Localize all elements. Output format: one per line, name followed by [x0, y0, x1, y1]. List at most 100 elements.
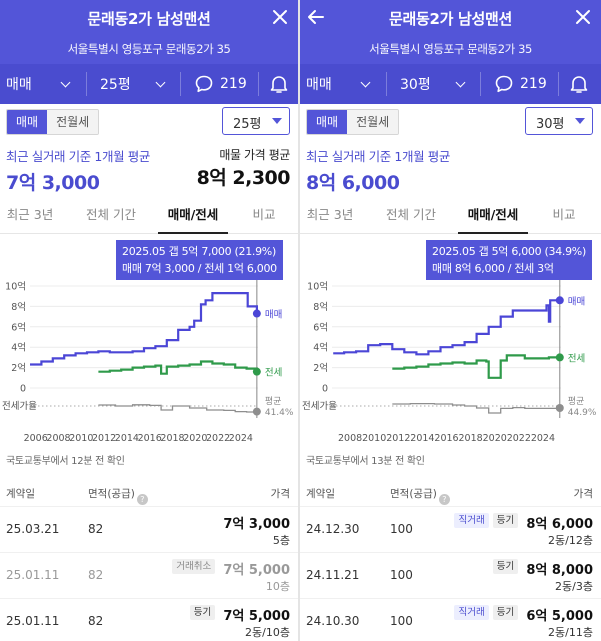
header-date: 계약일	[6, 488, 35, 500]
x-tick-label: 2010	[362, 433, 386, 444]
close-icon[interactable]	[270, 7, 290, 27]
x-tick-label: 2020	[483, 433, 507, 444]
x-tick-label: 2006	[24, 433, 48, 444]
tab-compare[interactable]: 비교	[552, 207, 576, 222]
transaction-row[interactable]: 25.01.11 82 7억 5,000 2동/10층 등기	[0, 598, 298, 641]
period-tabs: 최근 3년 전체 기간 매매/전세 비교	[0, 196, 298, 234]
x-tick-label: 2022	[507, 433, 531, 444]
header-area: 면적(공급)?	[88, 486, 148, 505]
chevron-down-icon	[155, 77, 166, 87]
row-floor: 2동/10층	[245, 626, 290, 639]
size-dropdown[interactable]: 30평	[400, 64, 466, 104]
tab-recent-3y[interactable]: 최근 3년	[6, 207, 54, 222]
price-chart[interactable]: 10억 8억 6억 4억 2억 0 전세가율 2008 2010 2012 2014 2016 2018…	[300, 236, 601, 450]
help-icon[interactable]: ?	[438, 494, 450, 505]
y-tick-label: 10억	[307, 281, 328, 293]
period-tabs: 최근 3년 전체 기간 매매/전세 비교	[300, 196, 601, 234]
apartment-panel-30: 문래동2가 남성맨션 서울특별시 영등포구 문래동2가 35 매매 30평 21…	[300, 0, 601, 641]
recent-average-label: 최근 실거래 기준 1개월 평균	[6, 149, 150, 164]
transaction-row[interactable]: 24.12.30 100 8억 6,000 2동/12층 직거래 등기	[300, 506, 601, 552]
filter-bar: 매매 25평 219	[0, 64, 298, 104]
jeonse-series-label: 전세	[265, 368, 282, 379]
address-text: 서울특별시 영등포구 문래동2가 35	[67, 42, 231, 56]
jeonse-ratio-line-end-point[interactable]	[252, 407, 261, 416]
row-area: 100	[390, 614, 413, 628]
y-tick-label: 2억	[11, 362, 26, 374]
row-date: 25.03.21	[6, 522, 60, 536]
price-chart[interactable]: 10억 8억 6억 4억 2억 0 전세가율 2006 2008 2010 2012 2014 2016…	[0, 236, 298, 450]
listing-average-label: 매물 가격 평균	[219, 148, 290, 162]
segment-rent[interactable]: 전월세	[47, 110, 99, 134]
tab-compare[interactable]: 비교	[252, 207, 276, 222]
trade-type-dropdown[interactable]: 매매	[6, 64, 71, 104]
trade-toggle-bar: 매매 전월세 30평	[300, 104, 601, 140]
ratio-axis-label: 전세가율	[302, 401, 337, 412]
direct-deal-badge: 직거래	[454, 605, 489, 620]
row-floor: 10층	[265, 580, 290, 593]
ratio-average-value: 41.4%	[265, 408, 294, 418]
tab-sale-jeonse[interactable]: 매매/전세	[158, 196, 228, 234]
chevron-down-icon	[455, 77, 466, 87]
address-text: 서울특별시 영등포구 문래동2가 35	[369, 42, 532, 56]
transaction-row[interactable]: 25.03.21 82 7억 3,000 5층	[0, 506, 298, 552]
trade-segment-control: 매매 전월세	[6, 109, 100, 135]
y-tick-label: 0	[322, 384, 328, 395]
row-price: 6억 5,000	[526, 609, 593, 624]
row-floor: 2동/11층	[548, 626, 593, 639]
jeonse-price-line-end-point[interactable]	[252, 367, 261, 376]
sale-price-line-end-point[interactable]	[555, 296, 564, 305]
jeonse-ratio-line	[98, 404, 258, 413]
tab-all-period[interactable]: 전체 기간	[386, 207, 436, 222]
trade-type-dropdown[interactable]: 매매	[306, 64, 371, 104]
size-select[interactable]: 25평	[222, 107, 290, 135]
x-tick-label: 2016	[138, 433, 162, 444]
x-tick-label: 2020	[183, 433, 207, 444]
x-tick-label: 2008	[46, 433, 70, 444]
tab-recent-3y[interactable]: 최근 3년	[306, 207, 354, 222]
transaction-row[interactable]: 25.01.11 82 7억 5,000 10층 거래취소	[0, 552, 298, 598]
ratio-average-label: 평균	[568, 396, 585, 407]
row-price: 8억 8,000	[526, 563, 593, 578]
chat-bubble-icon	[195, 75, 213, 93]
direct-deal-badge: 직거래	[454, 513, 489, 528]
notification-button[interactable]	[570, 64, 588, 104]
chart-tooltip: 2025.05 갭 5억 6,000 (34.9%) 매매 8억 6,000 /…	[426, 240, 592, 280]
segment-sale[interactable]: 매매	[307, 110, 348, 134]
comments-button[interactable]: 219	[194, 64, 247, 104]
comments-button[interactable]: 219	[494, 64, 547, 104]
back-arrow-icon[interactable]	[306, 7, 326, 27]
x-tick-label: 2012	[386, 433, 410, 444]
size-value: 25평	[100, 77, 131, 93]
segment-sale[interactable]: 매매	[7, 110, 48, 134]
x-tick-label: 2024	[531, 433, 555, 444]
page-title: 문래동2가 남성맨션	[87, 10, 211, 28]
close-icon[interactable]	[573, 7, 593, 27]
jeonse-price-line-end-point[interactable]	[555, 353, 564, 362]
row-area: 100	[390, 568, 413, 582]
transaction-row[interactable]: 24.11.21 100 8억 8,000 2동/3층 등기	[300, 552, 601, 598]
app-bar: 문래동2가 남성맨션 서울특별시 영등포구 문래동2가 35	[300, 0, 601, 64]
y-tick-label: 2억	[313, 362, 328, 374]
segment-rent[interactable]: 전월세	[347, 110, 399, 134]
row-floor: 2동/3층	[555, 580, 593, 593]
trade-segment-control: 매매 전월세	[306, 109, 400, 135]
transaction-row[interactable]: 24.10.30 100 6억 5,000 2동/11층 직거래 등기	[300, 598, 601, 641]
help-icon[interactable]: ?	[136, 494, 148, 505]
sale-price-line-end-point[interactable]	[252, 309, 261, 318]
size-select[interactable]: 30평	[525, 107, 593, 135]
size-dropdown[interactable]: 25평	[100, 64, 166, 104]
jeonse-price-line	[392, 354, 560, 379]
apartment-panel-25: 문래동2가 남성맨션 서울특별시 영등포구 문래동2가 35 매매 25평 21…	[0, 0, 298, 641]
tooltip-prices: 매매 8억 6,000 / 전세 3억	[432, 262, 554, 275]
x-tick-label: 2012	[92, 433, 116, 444]
jeonse-ratio-line-end-point[interactable]	[555, 404, 564, 412]
tab-all-period[interactable]: 전체 기간	[86, 207, 136, 222]
x-tick-label: 2010	[69, 433, 93, 444]
sale-price-line	[30, 292, 258, 366]
sale-series-label: 매매	[568, 296, 585, 307]
tab-sale-jeonse[interactable]: 매매/전세	[458, 196, 528, 234]
tooltip-gap: 2025.05 갭 5억 7,000 (21.9%)	[122, 245, 276, 258]
notification-button[interactable]	[270, 64, 288, 104]
row-area: 100	[390, 522, 413, 536]
ratio-average-value: 44.9%	[568, 408, 597, 418]
